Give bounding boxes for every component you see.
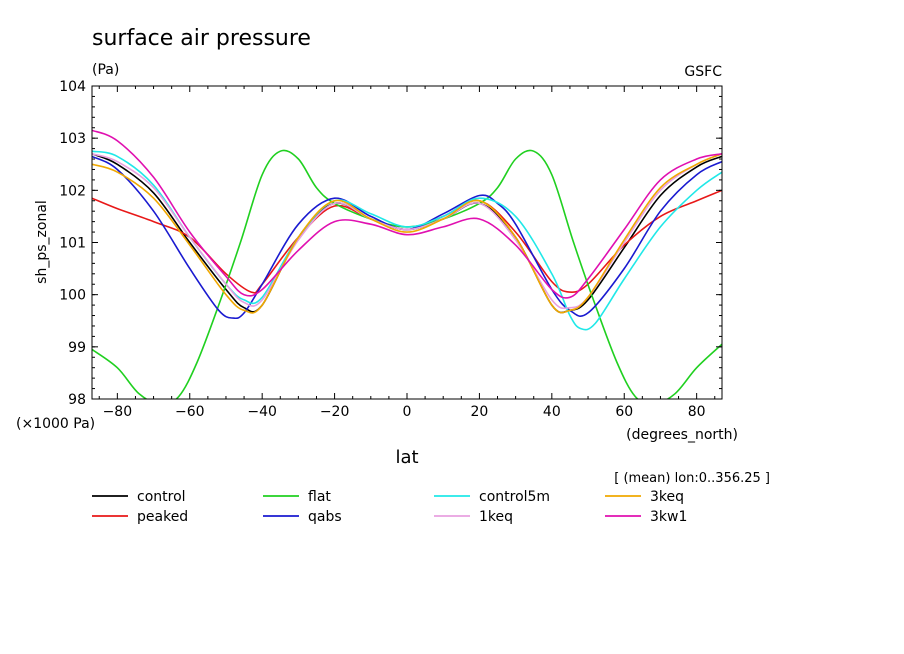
x-tick-label: 60 [615,404,633,420]
subset-note: [ (mean) lon:0..356.25 ] [614,471,770,486]
y-axis-label: sh_ps_zonal [34,200,50,284]
y-scale-note: (×1000 Pa) [16,416,95,432]
series-line-1keq [92,153,722,310]
y-tick-label: 101 [59,236,86,252]
legend-item-3kw1: 3kw1 [605,509,687,525]
chart-title: surface air pressure [92,26,311,51]
legend-label: flat [308,489,331,505]
legend-item-peaked: peaked [92,509,188,525]
legend: control peaked flat qabs control5m 1keq 3keq 3k… [92,489,687,525]
x-axis-label: lat [395,447,418,468]
series-layer [92,129,722,399]
x-tick-label: −40 [247,404,277,420]
legend-item-control5m: control5m [434,489,550,505]
plot-area: −80 −60 −40 −20 0 20 40 60 80 98 99 100 101 102 103 104 [59,79,723,420]
x-units-label: (degrees_north) [626,427,738,443]
legend-item-qabs: qabs [263,509,342,525]
series-line-3kw1 [92,129,722,299]
institution-label: GSFC [684,64,722,80]
chart-units: (Pa) [92,62,119,78]
legend-item-control: control [92,489,186,505]
legend-item-flat: flat [263,489,331,505]
legend-label: control [137,489,186,505]
y-tick-label: 104 [59,79,86,95]
tick-layer: −80 −60 −40 −20 0 20 40 60 80 98 99 100 101 102 103 104 [59,79,722,420]
y-tick-label: 98 [68,392,86,408]
y-tick-label: 100 [59,288,86,304]
x-tick-label: 80 [688,404,706,420]
x-tick-label: −20 [320,404,350,420]
x-tick-label: −60 [175,404,205,420]
legend-item-1keq: 1keq [434,509,513,525]
y-tick-label: 102 [59,183,86,199]
legend-label: qabs [308,509,342,525]
x-tick-label: −80 [103,404,133,420]
legend-label: 1keq [479,509,513,525]
x-tick-label: 0 [403,404,412,420]
y-tick-label: 103 [59,131,86,147]
legend-label: control5m [479,489,550,505]
series-line-3keq [92,153,722,314]
legend-item-3keq: 3keq [605,489,684,505]
y-tick-label: 99 [68,340,86,356]
x-tick-label: 40 [543,404,561,420]
x-tick-label: 20 [470,404,488,420]
legend-label: 3kw1 [650,509,687,525]
legend-label: peaked [137,509,188,525]
legend-label: 3keq [650,489,684,505]
series-line-flat [92,149,722,399]
